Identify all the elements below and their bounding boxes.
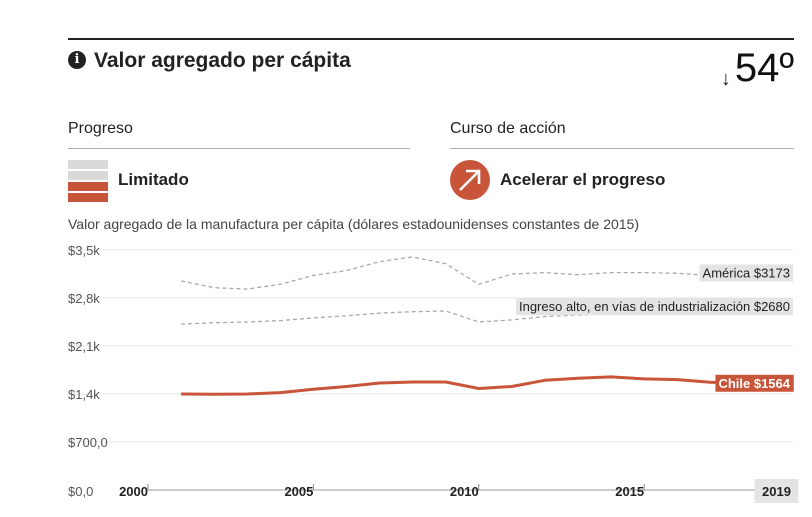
top-rule — [68, 38, 794, 40]
progress-bar-active — [68, 182, 108, 191]
action-rule — [450, 148, 794, 149]
series-end-label-text: Ingreso alto, en vías de industrializaci… — [519, 299, 790, 314]
action-heading: Curso de acción — [450, 120, 566, 137]
series-end-label: América $3173 — [699, 264, 793, 282]
progress-heading: Progreso — [68, 120, 133, 137]
y-tick-label: $1,4k — [68, 387, 100, 402]
progress-bars-icon — [68, 160, 108, 204]
series-end-label-bg — [699, 264, 793, 282]
series-end-label-text: América $3173 — [703, 265, 790, 280]
info-icon[interactable]: i — [68, 51, 86, 69]
series-end-label: Ingreso alto, en vías de industrializaci… — [515, 298, 793, 316]
progress-bar-inactive — [68, 160, 108, 169]
rank-value: 54º — [734, 46, 794, 90]
y-tick-label: $0,0 — [68, 484, 93, 499]
x-tick-label: 2015 — [615, 484, 644, 499]
series-line — [181, 375, 777, 396]
y-tick-label: $700,0 — [68, 435, 108, 450]
arrow-up-right-icon — [450, 160, 490, 200]
rank-display: ↓ 54º — [721, 46, 794, 91]
action-label: Acelerar el progreso — [500, 170, 666, 189]
x-tick-label: 2005 — [284, 484, 313, 499]
x-tick-highlight — [754, 479, 799, 503]
x-tick-label: 2019 — [762, 484, 791, 499]
x-tick-label: 2000 — [119, 484, 148, 499]
y-tick-label: $2,8k — [68, 291, 100, 306]
title-row: i Valor agregado per cápita ↓ 54º — [68, 46, 794, 94]
x-tick-label: 2010 — [450, 484, 479, 499]
arrow-down-icon: ↓ — [720, 68, 731, 90]
page-title: Valor agregado per cápita — [94, 49, 351, 72]
series-end-label: Chile $1564 — [715, 374, 794, 392]
progress-bar-inactive — [68, 171, 108, 180]
series-end-label-text: Chile $1564 — [718, 376, 790, 391]
series-end-label-bg — [715, 374, 794, 392]
chart-caption: Valor agregado de la manufactura per cáp… — [68, 216, 640, 232]
series-line — [180, 256, 777, 290]
progress-status: Limitado — [118, 170, 189, 189]
progress-rule — [68, 148, 410, 149]
progress-bar-active — [68, 193, 108, 202]
y-tick-label: $2,1k — [68, 339, 100, 354]
y-tick-label: $3,5k — [68, 243, 100, 258]
series-end-label-bg — [515, 298, 793, 316]
